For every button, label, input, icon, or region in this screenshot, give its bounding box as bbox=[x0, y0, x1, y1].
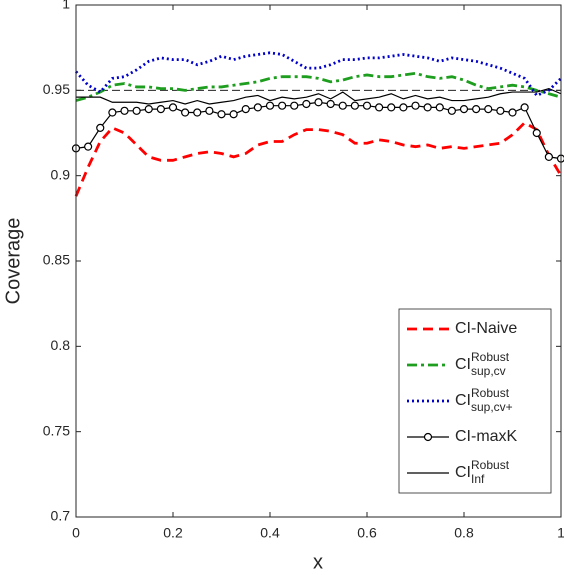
point-marker bbox=[508, 108, 517, 117]
point-marker bbox=[484, 105, 493, 114]
legend-name: CI-maxK bbox=[455, 428, 518, 445]
legend-name: CI bbox=[455, 356, 471, 373]
y-tick-label: 0.9 bbox=[51, 166, 71, 182]
point-marker bbox=[290, 101, 299, 110]
x-tick-label: 0.4 bbox=[260, 525, 280, 541]
legend-name: CI bbox=[455, 464, 471, 481]
legend-marker bbox=[423, 432, 433, 442]
legend-label: CIRobust sup,cv+ bbox=[455, 386, 513, 414]
point-marker bbox=[544, 152, 553, 161]
point-marker bbox=[241, 105, 250, 114]
point-marker bbox=[229, 110, 238, 119]
point-marker bbox=[472, 105, 481, 114]
point-marker bbox=[278, 101, 287, 110]
legend-superscript: Robust bbox=[471, 386, 510, 400]
point-marker bbox=[217, 110, 226, 119]
x-tick-label: 0.8 bbox=[454, 525, 474, 541]
y-tick-label: 0.75 bbox=[43, 422, 70, 438]
point-marker bbox=[399, 103, 408, 112]
point-marker bbox=[387, 103, 396, 112]
point-marker bbox=[314, 98, 323, 107]
point-marker bbox=[168, 103, 178, 112]
x-tick-label: 0.2 bbox=[163, 525, 183, 541]
legend-label: CIRobust sup,cv bbox=[455, 350, 510, 378]
point-marker bbox=[181, 108, 190, 117]
series-line bbox=[76, 87, 562, 105]
point-marker bbox=[459, 105, 469, 114]
legend-superscript: Robust bbox=[471, 458, 510, 472]
point-marker bbox=[496, 106, 505, 115]
x-tick-label: 1 bbox=[557, 525, 564, 541]
point-marker bbox=[265, 101, 275, 110]
point-marker bbox=[435, 103, 444, 112]
y-tick-label: 0.95 bbox=[43, 81, 70, 97]
point-marker bbox=[132, 106, 141, 115]
legend-subscript: sup,cv bbox=[471, 364, 506, 378]
point-marker bbox=[84, 142, 93, 151]
y-tick-label: 1 bbox=[62, 0, 70, 12]
point-marker bbox=[447, 106, 456, 115]
point-marker bbox=[338, 101, 347, 110]
point-marker bbox=[350, 101, 359, 110]
x-axis-label: x bbox=[313, 551, 323, 573]
y-tick-label: 0.8 bbox=[51, 337, 71, 353]
point-marker bbox=[532, 128, 541, 138]
series-line bbox=[74, 121, 563, 197]
legend-label: CIRobust Inf bbox=[455, 458, 510, 486]
point-marker bbox=[302, 99, 311, 109]
point-marker bbox=[156, 105, 165, 114]
point-marker bbox=[375, 103, 384, 112]
point-marker bbox=[120, 106, 129, 115]
legend-label: CI-maxK bbox=[455, 428, 518, 445]
legend-name: CI-Naive bbox=[455, 320, 517, 337]
legend-label: CI-Naive bbox=[455, 320, 517, 337]
point-marker bbox=[520, 103, 529, 112]
series-line bbox=[75, 71, 562, 102]
point-marker bbox=[205, 106, 214, 115]
point-marker bbox=[423, 103, 432, 112]
legend-subscript: sup,cv+ bbox=[471, 400, 513, 414]
legend-superscript: Robust bbox=[471, 350, 510, 364]
point-marker bbox=[411, 101, 420, 110]
point-marker bbox=[108, 108, 117, 117]
point-marker bbox=[193, 108, 202, 117]
point-marker bbox=[326, 99, 335, 109]
point-marker bbox=[253, 103, 262, 112]
x-tick-label: 0 bbox=[72, 525, 80, 541]
legend-box bbox=[398, 308, 552, 494]
x-tick-label: 0.6 bbox=[357, 525, 377, 541]
point-marker bbox=[96, 123, 105, 132]
point-marker bbox=[144, 105, 153, 114]
point-marker bbox=[362, 101, 372, 110]
y-axis-label: Coverage bbox=[2, 218, 24, 305]
y-tick-label: 0.7 bbox=[51, 508, 71, 524]
legend-name: CI bbox=[455, 392, 471, 409]
legend-subscript: Inf bbox=[471, 472, 485, 486]
y-tick-label: 0.85 bbox=[43, 252, 70, 268]
